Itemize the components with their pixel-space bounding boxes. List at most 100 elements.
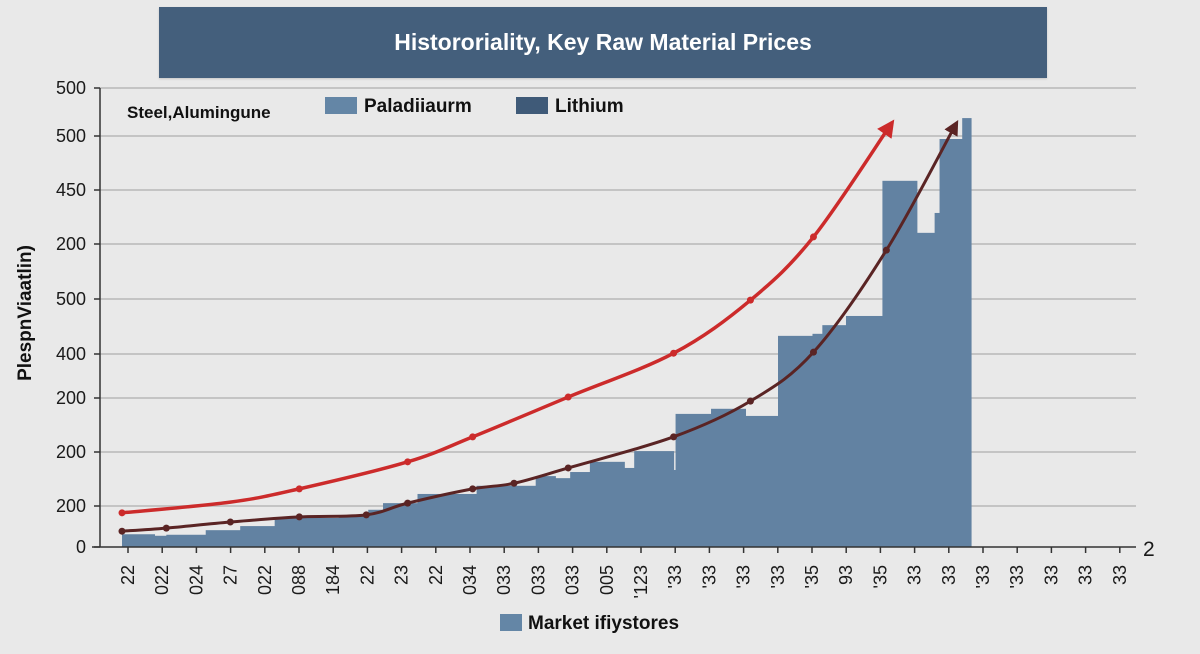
x-tick-labels: 22 022 024 27 022 088 184 22 23 22 034 033 033 033 005… [118, 565, 1130, 598]
x-tick-label: 93 [836, 565, 856, 585]
x-tick-label: '33 [665, 565, 685, 588]
legend-group-label: Steel,Alumingune [127, 103, 271, 122]
bar [845, 315, 883, 547]
x-tick-label: '33 [1007, 565, 1027, 588]
x-tick-label: '33 [734, 565, 754, 588]
x-tick-label: 022 [152, 565, 172, 595]
bar [417, 493, 478, 547]
bar [962, 118, 972, 547]
bar [240, 526, 276, 547]
bar [711, 408, 747, 547]
bar [555, 478, 571, 547]
x-tick-label: 033 [528, 565, 548, 595]
x-tick-label: '123 [631, 565, 651, 598]
y-tick-label: 400 [56, 344, 86, 364]
right-axis-annotation: 2 [1143, 538, 1155, 561]
y-axis-title: PlespnViaatlin) [15, 245, 36, 381]
x-tick-label: 23 [392, 565, 412, 585]
chart-title: Histororiality, Key Raw Material Prices [394, 29, 812, 55]
bar [745, 415, 779, 547]
x-tick-label: 22 [357, 565, 377, 585]
x-tick-label: 33 [1110, 565, 1130, 585]
line-series [118, 119, 959, 535]
x-tick-label: '33 [768, 565, 788, 588]
bar [166, 534, 207, 547]
bar [535, 476, 556, 547]
line-point-marker [469, 485, 477, 493]
bar [476, 485, 537, 547]
bar [812, 333, 823, 547]
x-tick-label: 034 [460, 565, 480, 595]
y-tick-label: 450 [56, 180, 86, 200]
line-point-marker [809, 233, 817, 241]
bar [916, 232, 936, 547]
line-point-marker [404, 499, 412, 507]
line-point-marker [670, 433, 678, 441]
legend-label-lithium: Lithium [555, 96, 624, 117]
x-tick-label: 22 [118, 565, 138, 585]
line-point-marker [295, 513, 303, 521]
line-point-marker [670, 349, 678, 357]
y-tick-label: 200 [56, 496, 86, 516]
bar [338, 515, 369, 547]
x-tick-label: '35 [802, 565, 822, 588]
line-point-marker [746, 397, 754, 405]
line-point-marker [362, 511, 370, 519]
line-point-marker [564, 464, 572, 472]
gridlines [100, 87, 1136, 507]
chart-title-banner: Histororiality, Key Raw Material Prices [159, 7, 1047, 78]
y-tick-labels: 0 200 200 200 400 500 200 450 500 500 [56, 78, 86, 557]
y-tick-label: 200 [56, 442, 86, 462]
legend-swatch-lithium [516, 97, 548, 114]
line-point-marker [809, 348, 817, 356]
x-tick-label: 33 [1076, 565, 1096, 585]
line-point-marker [882, 246, 890, 254]
x-tick-label: 005 [597, 565, 617, 595]
x-tick-label: 184 [323, 565, 343, 595]
y-tick-label: 500 [56, 126, 86, 146]
line-point-marker [746, 296, 754, 304]
line-point-marker [510, 479, 518, 487]
legend-swatch-paladiiaurm [325, 97, 357, 114]
x-tick-label: 33 [1041, 565, 1061, 585]
legend-swatch-market [500, 614, 522, 631]
line-point-marker [118, 509, 126, 517]
bar [673, 469, 677, 547]
x-tick-label: 088 [289, 565, 309, 595]
y-tick-label: 200 [56, 388, 86, 408]
x-tick-label: 27 [221, 565, 241, 585]
x-tick-label: 033 [563, 565, 583, 595]
bar [882, 180, 918, 547]
line-point-marker [564, 393, 572, 401]
line-point-marker [118, 527, 126, 535]
x-tick-label: 22 [426, 565, 446, 585]
bar [570, 472, 591, 547]
bar [634, 451, 675, 547]
x-tick-label: 024 [186, 565, 206, 595]
y-tick-label: 200 [56, 234, 86, 254]
line-point-marker [404, 458, 412, 466]
x-tick-label: 033 [494, 565, 514, 595]
x-tick-label: '33 [699, 565, 719, 588]
bar [624, 467, 635, 547]
x-tick-label: '35 [870, 565, 890, 588]
bar [205, 530, 241, 547]
y-tick-label: 500 [56, 289, 86, 309]
bar [939, 139, 963, 547]
x-tick-label: '33 [973, 565, 993, 588]
bar [122, 534, 156, 547]
bar [274, 517, 340, 547]
y-tick-label: 500 [56, 78, 86, 98]
bar [589, 461, 625, 547]
x-tick-label: 33 [905, 565, 925, 585]
x-tick-label: 022 [255, 565, 275, 595]
bar-series-market [122, 118, 972, 547]
axes [92, 87, 1136, 553]
line-point-marker [295, 485, 303, 493]
y-tick-label: 0 [76, 537, 86, 557]
line-point-marker [226, 518, 234, 526]
bar [675, 413, 712, 547]
x-tick-label: 33 [939, 565, 959, 585]
legend-label-paladiiaurm: Paladiiaurm [364, 96, 472, 117]
